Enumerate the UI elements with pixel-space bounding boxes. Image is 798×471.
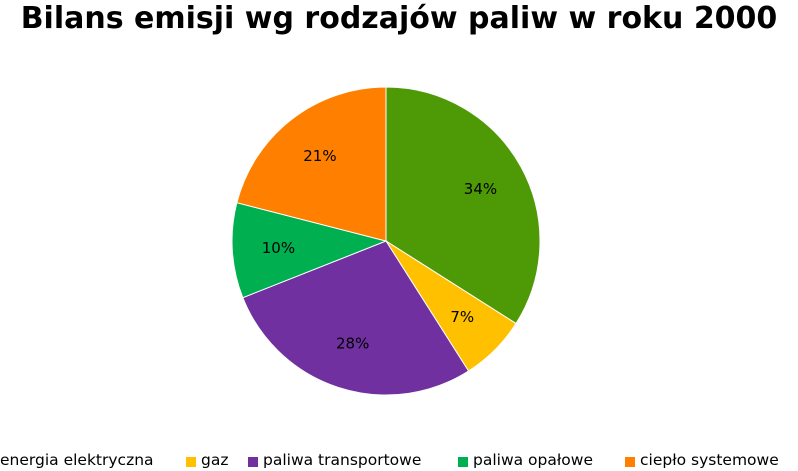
legend-label: ciepło systemowe [640,451,779,469]
data-label: 34% [464,180,497,198]
data-label: 28% [336,335,369,353]
legend-label: paliwa transportowe [263,451,422,469]
legend-swatch [625,457,635,467]
pie-slice-labels: 34% 7% 28% 10% 21% [262,147,497,353]
pie-slice-energia-elektryczna [385,86,541,325]
legend: energia elektryczna gaz paliwa transportow… [0,449,798,471]
pie-slice-ciepło-systemowe [236,86,387,242]
pie-slice-paliwa-opałowe [231,202,388,299]
legend-label: paliwa opałowe [473,451,593,469]
legend-swatch [458,457,468,467]
legend-label: gaz [201,451,229,469]
data-label: 10% [262,239,295,257]
legend-swatch [248,457,258,467]
chart-title: Bilans emisji wg rodzajów paliw w roku 2… [20,1,778,36]
legend-swatch [186,457,196,467]
data-label: 7% [450,308,474,326]
pie-slices [231,86,541,396]
pie-slice-paliwa-transportowe [242,240,470,396]
data-label: 21% [303,147,336,165]
legend-label: energia elektryczna [0,451,154,469]
